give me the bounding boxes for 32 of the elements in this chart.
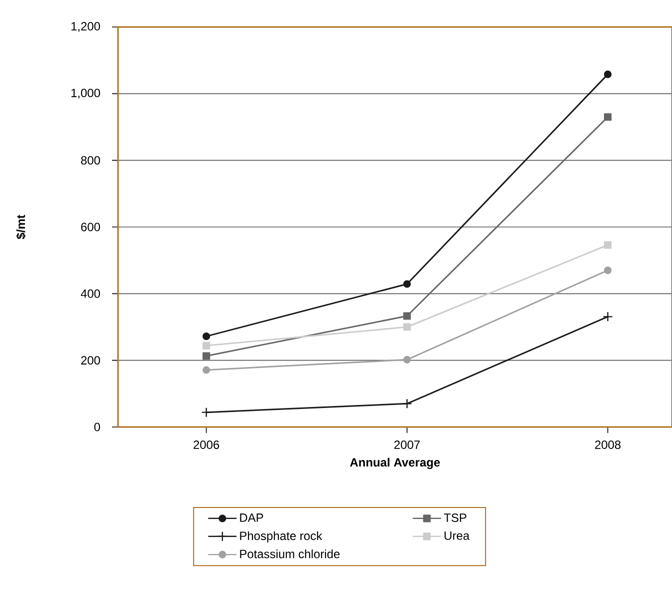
point <box>604 266 612 274</box>
point <box>202 342 210 350</box>
point <box>604 70 612 78</box>
y-tick-label: 800 <box>81 156 100 165</box>
point <box>604 241 612 249</box>
y-tick-label: 200 <box>81 356 100 365</box>
y-tick-label: 0 <box>94 422 100 432</box>
point <box>202 366 210 374</box>
point <box>202 352 210 360</box>
x-tick-label: 2007 <box>394 440 420 449</box>
point <box>403 356 411 364</box>
x-tick-label: 2006 <box>194 440 220 449</box>
y-tick-label: 1,200 <box>71 22 100 32</box>
point <box>202 332 210 340</box>
point <box>403 323 411 331</box>
y-axis-title: $/mt <box>16 214 26 240</box>
y-tick-label: 600 <box>81 222 100 232</box>
point <box>602 312 613 322</box>
legend-label: Urea <box>444 532 470 540</box>
legend-label: DAP <box>240 514 264 522</box>
x-tick-label: 2008 <box>595 440 621 449</box>
point <box>604 113 612 121</box>
y-tick-label: 400 <box>80 289 100 298</box>
point <box>403 280 411 288</box>
x-axis-title: Annual Average <box>350 458 440 470</box>
legend-label: TSP <box>444 513 466 522</box>
point <box>201 407 212 418</box>
point <box>403 312 411 320</box>
y-tick-label: 1,000 <box>71 88 100 99</box>
point <box>402 398 412 409</box>
legend-label: Phosphate rock <box>240 531 322 542</box>
legend-label: Potassium chloride <box>240 549 340 558</box>
